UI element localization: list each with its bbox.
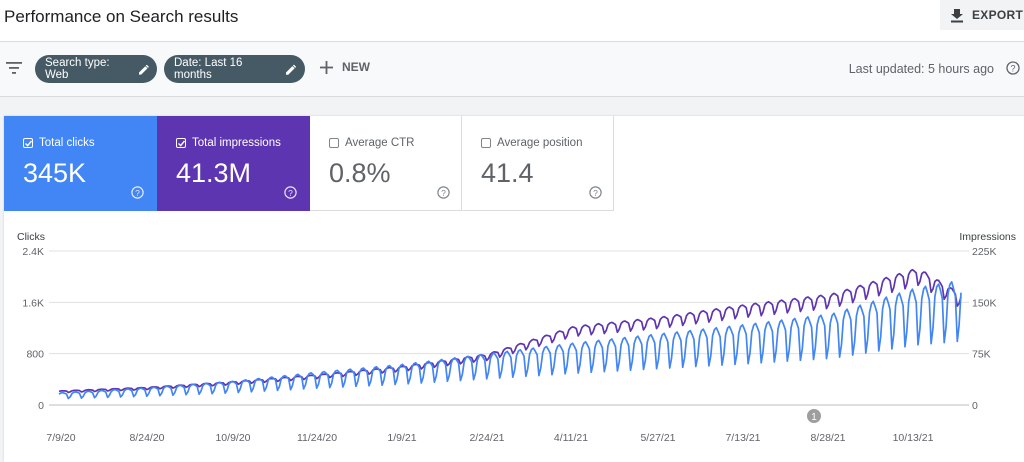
left-tick-label: 800 — [26, 349, 44, 361]
performance-card: Total clicks 345K ? Total impressions 41… — [4, 116, 1024, 462]
x-tick-label: 1/9/21 — [387, 432, 416, 444]
metric-total-clicks[interactable]: Total clicks 345K ? — [4, 116, 157, 211]
right-tick-label: 0 — [972, 400, 978, 412]
x-tick-label: 5/27/21 — [640, 432, 675, 444]
svg-text:?: ? — [1010, 64, 1015, 74]
metric-label: Total impressions — [192, 137, 281, 149]
annotation-label: 1 — [811, 412, 817, 423]
help-circle-icon[interactable]: ? — [589, 186, 602, 199]
x-tick-label: 8/24/20 — [129, 432, 164, 444]
search-type-chip[interactable]: Search type: Web — [35, 55, 157, 83]
metric-label: Total clicks — [39, 137, 95, 149]
help-circle-icon[interactable]: ? — [284, 186, 297, 199]
help-circle-icon[interactable]: ? — [1006, 61, 1020, 75]
x-tick-label: 2/24/21 — [469, 432, 504, 444]
help-circle-icon[interactable]: ? — [131, 186, 144, 199]
x-tick-label: 10/9/20 — [215, 432, 250, 444]
export-label: EXPORT — [972, 8, 1024, 22]
date-chip-label: Date: Last 16 months — [174, 57, 243, 81]
top-header: Performance on Search results EXPORT — [0, 0, 1024, 42]
metric-total-impressions[interactable]: Total impressions 41.3M ? — [157, 116, 310, 211]
x-tick-label: 4/11/21 — [554, 432, 588, 444]
left-axis-title: Clicks — [17, 231, 45, 243]
right-axis-title: Impressions — [959, 231, 1016, 243]
metric-label: Average position — [497, 137, 583, 149]
left-tick-label: 1.6K — [22, 297, 44, 309]
export-button[interactable]: EXPORT — [940, 0, 1024, 30]
metric-label: Average CTR — [345, 137, 415, 149]
checkbox-unchecked-icon[interactable] — [481, 138, 491, 148]
svg-text:?: ? — [288, 188, 293, 198]
x-tick-label: 10/13/21 — [893, 432, 934, 444]
metric-average-position[interactable]: Average position 41.4 ? — [462, 116, 614, 211]
date-chip[interactable]: Date: Last 16 months — [164, 55, 305, 83]
svg-text:?: ? — [593, 188, 598, 198]
search-type-chip-label: Search type: Web — [45, 57, 110, 81]
filter-bar: Search type: Web Date: Last 16 months NE… — [0, 42, 1024, 97]
performance-chart[interactable]: Clicks Impressions 2.4K 1.6K 800 0 225K 150K 75K… — [4, 116, 1024, 462]
metric-value: 41.3M — [176, 158, 252, 188]
pencil-icon — [138, 64, 149, 75]
x-tick-label: 8/28/21 — [810, 432, 845, 444]
metric-value: 41.4 — [481, 158, 534, 188]
last-updated-text: Last updated: 5 hours ago — [848, 62, 994, 76]
x-tick-label: 11/24/20 — [297, 432, 337, 444]
left-tick-label: 2.4K — [22, 246, 44, 258]
metric-value: 0.8% — [329, 158, 391, 188]
pencil-icon — [286, 64, 297, 75]
right-tick-label: 75K — [972, 349, 991, 361]
svg-text:?: ? — [135, 188, 140, 198]
filter-icon[interactable] — [6, 62, 22, 74]
right-tick-label: 225K — [972, 246, 997, 258]
metric-value: 345K — [23, 158, 87, 188]
checkbox-checked-icon[interactable] — [176, 138, 186, 148]
page-title: Performance on Search results — [4, 7, 239, 26]
download-icon — [951, 8, 963, 22]
new-label: NEW — [342, 60, 370, 74]
help-circle-icon[interactable]: ? — [437, 186, 450, 199]
x-tick-label: 7/9/20 — [46, 432, 75, 444]
checkbox-unchecked-icon[interactable] — [329, 138, 339, 148]
new-filter-button[interactable]: NEW — [320, 60, 370, 74]
svg-text:?: ? — [441, 188, 446, 198]
plus-icon — [320, 60, 333, 74]
x-tick-label: 7/13/21 — [725, 432, 760, 444]
metric-average-ctr[interactable]: Average CTR 0.8% ? — [310, 116, 462, 211]
checkbox-checked-icon[interactable] — [23, 138, 33, 148]
clicks-series-line — [58, 281, 962, 400]
impressions-series-line — [58, 268, 962, 394]
right-tick-label: 150K — [972, 297, 997, 309]
left-tick-label: 0 — [38, 400, 44, 412]
annotation-marker — [807, 409, 821, 423]
